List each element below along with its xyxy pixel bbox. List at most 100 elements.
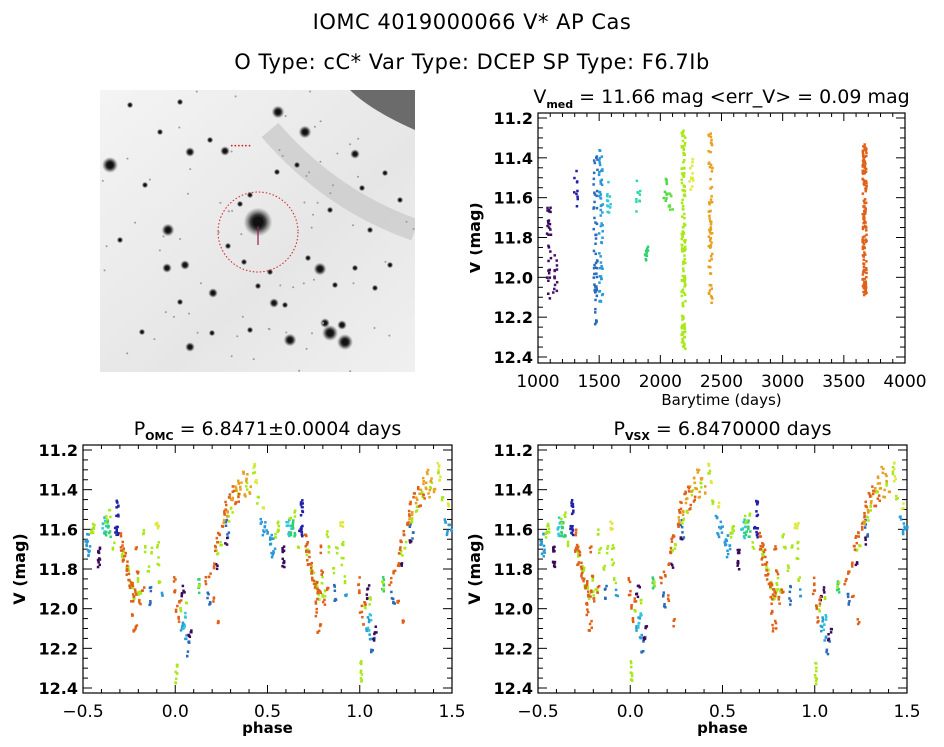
data-point <box>576 189 579 193</box>
faint-star <box>302 282 305 285</box>
star-core <box>360 186 364 190</box>
data-point <box>408 513 411 516</box>
data-point <box>224 508 227 511</box>
data-point <box>188 635 192 638</box>
data-point <box>663 603 666 606</box>
data-point <box>682 315 685 318</box>
target-circle <box>217 191 299 273</box>
data-point <box>680 327 684 330</box>
data-point <box>585 583 588 587</box>
data-point <box>639 612 642 615</box>
data-point <box>432 488 436 491</box>
data-point <box>225 518 229 522</box>
data-point <box>764 563 768 566</box>
data-point <box>91 522 95 526</box>
data-points <box>545 129 868 351</box>
data-point <box>709 141 713 144</box>
data-point <box>633 597 636 600</box>
data-point <box>540 540 543 543</box>
faint-star <box>310 226 313 229</box>
data-point <box>680 290 683 294</box>
data-point <box>681 331 684 334</box>
data-point <box>671 536 674 539</box>
data-point <box>595 222 599 226</box>
data-point <box>684 261 687 265</box>
data-point <box>368 638 372 641</box>
data-point <box>547 226 551 229</box>
data-point <box>776 572 780 576</box>
data-point <box>593 200 596 204</box>
data-point <box>312 579 316 582</box>
data-point <box>765 574 768 577</box>
data-point <box>631 618 635 622</box>
data-point <box>599 275 603 278</box>
data-point <box>637 624 640 628</box>
data-point <box>682 232 686 235</box>
data-point <box>572 511 575 514</box>
data-point <box>570 512 574 516</box>
data-point <box>309 566 313 570</box>
data-point <box>774 619 777 623</box>
data-point <box>598 548 601 551</box>
data-point <box>640 650 643 653</box>
data-point <box>681 279 684 282</box>
data-point <box>139 590 142 593</box>
data-point <box>363 605 366 608</box>
data-point <box>547 244 550 248</box>
data-point <box>185 634 188 637</box>
data-point <box>586 587 590 590</box>
data-point <box>127 578 130 582</box>
star-core <box>107 162 113 168</box>
data-point <box>668 204 671 207</box>
data-point <box>893 475 896 478</box>
data-point <box>157 580 161 583</box>
data-point <box>642 638 646 641</box>
data-point <box>414 501 418 505</box>
data-point <box>760 548 764 551</box>
data-point <box>440 498 444 502</box>
data-point <box>605 199 609 202</box>
data-point <box>304 545 307 548</box>
data-point <box>862 153 865 156</box>
data-point <box>234 485 237 488</box>
data-point <box>715 516 719 519</box>
data-point <box>172 580 176 583</box>
x-tick-label: 0.5 <box>709 702 736 722</box>
data-point <box>237 481 240 485</box>
data-point <box>335 551 339 555</box>
data-point <box>409 500 412 504</box>
data-point <box>115 528 118 531</box>
data-point <box>264 521 267 524</box>
star-core <box>256 284 260 288</box>
data-point <box>231 496 234 500</box>
data-point <box>271 537 274 541</box>
data-point <box>574 531 578 534</box>
data-point <box>126 560 129 563</box>
star-core <box>223 149 227 153</box>
data-point <box>678 510 681 514</box>
data-point <box>564 534 567 538</box>
data-point <box>638 200 642 203</box>
data-point <box>837 581 841 584</box>
data-point <box>603 588 607 591</box>
faint-star <box>162 235 165 238</box>
data-point <box>667 563 670 566</box>
data-point <box>687 490 691 493</box>
data-point <box>589 595 592 598</box>
data-point <box>773 588 776 591</box>
data-point <box>430 481 434 484</box>
data-point <box>682 147 686 151</box>
data-point <box>811 592 815 596</box>
star-core <box>208 138 212 142</box>
data-point <box>846 592 850 596</box>
data-point <box>131 613 134 617</box>
data-point <box>866 516 869 519</box>
data-point <box>547 210 551 213</box>
data-point <box>893 480 896 483</box>
data-point <box>707 463 711 466</box>
data-point <box>101 522 105 526</box>
data-point <box>710 170 714 173</box>
data-point <box>863 511 866 515</box>
data-point <box>364 606 367 610</box>
data-point <box>415 496 418 499</box>
